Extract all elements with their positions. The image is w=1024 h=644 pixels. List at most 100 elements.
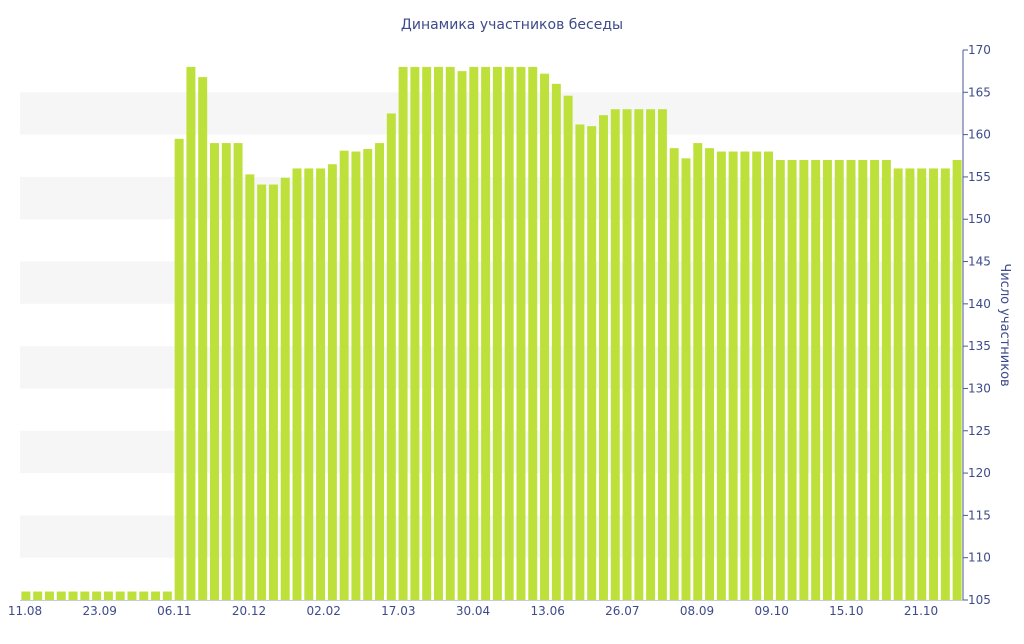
bar[interactable] [162, 591, 172, 600]
bar[interactable] [316, 168, 326, 600]
bar[interactable] [681, 158, 691, 600]
bar[interactable] [422, 66, 432, 601]
x-tick-label: 09.10 [755, 604, 789, 618]
bar[interactable] [233, 143, 243, 600]
bar[interactable] [481, 66, 491, 601]
bar[interactable] [268, 184, 278, 601]
x-tick-label: 23.09 [83, 604, 117, 618]
bar[interactable] [469, 66, 479, 601]
bar[interactable] [846, 160, 856, 600]
bar[interactable] [33, 591, 43, 600]
bar[interactable] [327, 164, 337, 601]
bar[interactable] [139, 591, 149, 600]
bar[interactable] [445, 66, 455, 601]
bar[interactable] [822, 160, 832, 600]
bar[interactable] [551, 83, 561, 601]
bar[interactable] [257, 184, 267, 601]
bar[interactable] [56, 591, 66, 600]
bar[interactable] [21, 591, 31, 600]
bar[interactable] [351, 151, 361, 601]
bar[interactable] [881, 160, 891, 600]
bar[interactable] [799, 160, 809, 600]
bar[interactable] [245, 174, 255, 600]
bar[interactable] [752, 151, 762, 601]
bar[interactable] [634, 109, 644, 600]
y-tick-label: 140 [968, 297, 991, 311]
bar[interactable] [339, 150, 349, 600]
bar[interactable] [174, 138, 184, 600]
bar[interactable] [433, 66, 443, 601]
bar[interactable] [492, 66, 502, 601]
bar[interactable] [398, 66, 408, 601]
bar[interactable] [575, 124, 585, 601]
y-axis-title: Число участников [997, 263, 1012, 386]
x-tick-label: 30.04 [456, 604, 490, 618]
bar[interactable] [151, 591, 161, 600]
x-tick-label: 20.12 [232, 604, 266, 618]
bar[interactable] [740, 151, 750, 601]
bar[interactable] [811, 160, 821, 600]
y-tick-label: 130 [968, 381, 991, 395]
bar[interactable] [457, 71, 467, 600]
bar[interactable] [540, 73, 550, 600]
bar[interactable] [764, 151, 773, 601]
bar[interactable] [528, 66, 538, 601]
x-tick-label: 26.07 [605, 604, 639, 618]
bar[interactable] [80, 591, 90, 600]
bar[interactable] [186, 66, 196, 601]
bar[interactable] [386, 113, 396, 601]
bar[interactable] [858, 160, 868, 600]
bar[interactable] [870, 160, 880, 600]
bar[interactable] [716, 151, 726, 601]
bar[interactable] [893, 168, 903, 600]
bar[interactable] [92, 591, 102, 600]
bar[interactable] [292, 168, 302, 600]
bar[interactable] [693, 143, 703, 600]
bar[interactable] [940, 168, 950, 600]
bar[interactable] [599, 115, 608, 601]
bar[interactable] [622, 109, 632, 600]
bar[interactable] [905, 168, 915, 600]
bar[interactable] [127, 591, 137, 600]
x-tick-label: 08.09 [680, 604, 714, 618]
bar[interactable] [115, 591, 125, 600]
bar[interactable] [563, 95, 573, 600]
bar[interactable] [669, 148, 679, 600]
grid-band [20, 515, 963, 558]
bar[interactable] [775, 160, 785, 600]
bar[interactable] [610, 109, 620, 600]
y-tick-label: 150 [968, 212, 991, 226]
grid-band [20, 346, 963, 389]
y-tick-label: 105 [968, 593, 991, 607]
bar[interactable] [834, 160, 844, 600]
x-tick-label: 02.02 [307, 604, 341, 618]
grid-band [20, 176, 963, 220]
bar[interactable] [280, 177, 290, 600]
x-tick-label: 15.10 [829, 604, 863, 618]
bar[interactable] [103, 591, 113, 600]
bar[interactable] [221, 143, 231, 600]
bar[interactable] [587, 126, 597, 601]
grid-band [20, 92, 963, 135]
bar[interactable] [516, 66, 526, 601]
bar[interactable] [929, 168, 939, 600]
y-tick-label: 110 [968, 551, 991, 565]
bar[interactable] [917, 168, 927, 600]
bar[interactable] [304, 168, 314, 600]
bar[interactable] [198, 77, 208, 600]
bar[interactable] [657, 109, 667, 600]
bar[interactable] [375, 143, 384, 600]
y-tick-label: 165 [968, 85, 991, 99]
bar[interactable] [952, 160, 962, 600]
bar[interactable] [410, 66, 420, 601]
bar[interactable] [504, 66, 514, 601]
bar[interactable] [210, 143, 219, 600]
bar[interactable] [646, 109, 656, 600]
bar[interactable] [787, 160, 797, 600]
bar[interactable] [705, 148, 715, 600]
bar[interactable] [44, 591, 54, 600]
bar[interactable] [68, 591, 78, 600]
bar[interactable] [363, 149, 373, 600]
bar[interactable] [728, 151, 738, 601]
